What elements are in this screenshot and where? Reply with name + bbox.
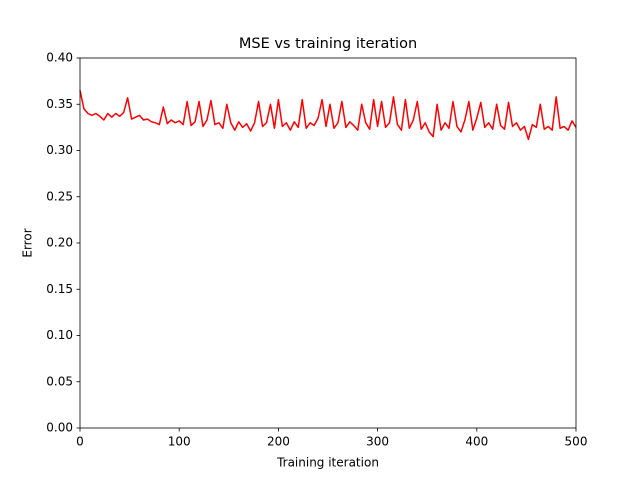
x-tick-label: 300 <box>366 435 389 449</box>
y-tick-label: 0.25 <box>46 189 73 203</box>
y-tick-label: 0.35 <box>46 97 73 111</box>
y-tick-label: 0.20 <box>46 236 73 250</box>
x-tick-label: 400 <box>465 435 488 449</box>
x-tick-label: 0 <box>76 435 84 449</box>
y-tick-label: 0.40 <box>46 51 73 65</box>
y-tick-label: 0.10 <box>46 328 73 342</box>
data-line <box>79 90 577 141</box>
axes-frame <box>79 57 577 429</box>
x-tick-label: 500 <box>565 435 588 449</box>
x-axis-label: Training iteration <box>276 456 379 470</box>
x-tick-label: 100 <box>168 435 191 449</box>
x-tick-label: 200 <box>267 435 290 449</box>
chart-title: MSE vs training iteration <box>239 36 417 52</box>
y-tick-label: 0.15 <box>46 282 73 296</box>
y-tick-label: 0.30 <box>46 143 73 157</box>
y-tick-label: 0.00 <box>46 421 73 435</box>
y-tick-label: 0.05 <box>46 374 73 388</box>
y-axis-label: Error <box>21 228 35 257</box>
